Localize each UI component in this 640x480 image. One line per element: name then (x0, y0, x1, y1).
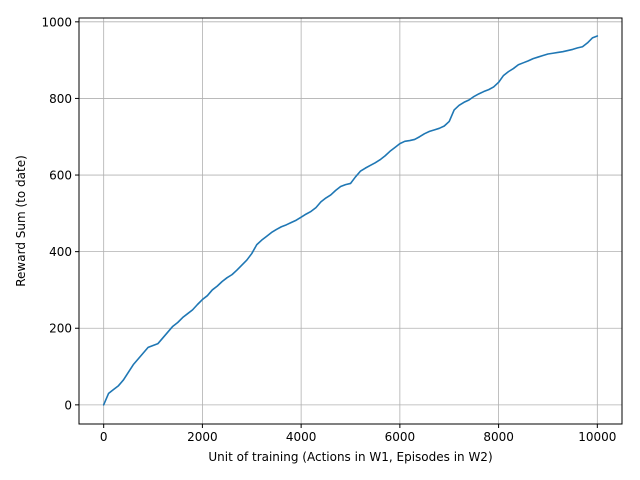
x-axis-ticks: 0 2000 4000 6000 8000 10000 (100, 424, 616, 444)
y-tick-label: 600 (49, 169, 72, 183)
x-axis-label: Unit of training (Actions in W1, Episode… (208, 450, 492, 464)
x-tick-label: 6000 (385, 430, 416, 444)
grid-lines (79, 18, 622, 424)
plot-frame (78, 17, 623, 425)
x-tick-label: 8000 (483, 430, 514, 444)
y-tick-label: 800 (49, 92, 72, 106)
y-axis-ticks: 0 200 400 600 800 1000 (41, 15, 79, 412)
x-tick-label: 10000 (578, 430, 616, 444)
y-tick-label: 200 (49, 322, 72, 336)
y-tick-label: 1000 (41, 15, 72, 29)
series-line (102, 35, 599, 406)
y-tick-label: 0 (64, 398, 72, 412)
series-layer (102, 35, 599, 406)
x-tick-label: 0 (100, 430, 108, 444)
x-tick-label: 4000 (286, 430, 317, 444)
y-tick-label: 400 (49, 245, 72, 259)
x-tick-label: 2000 (187, 430, 218, 444)
y-axis-label: Reward Sum (to date) (14, 155, 28, 287)
